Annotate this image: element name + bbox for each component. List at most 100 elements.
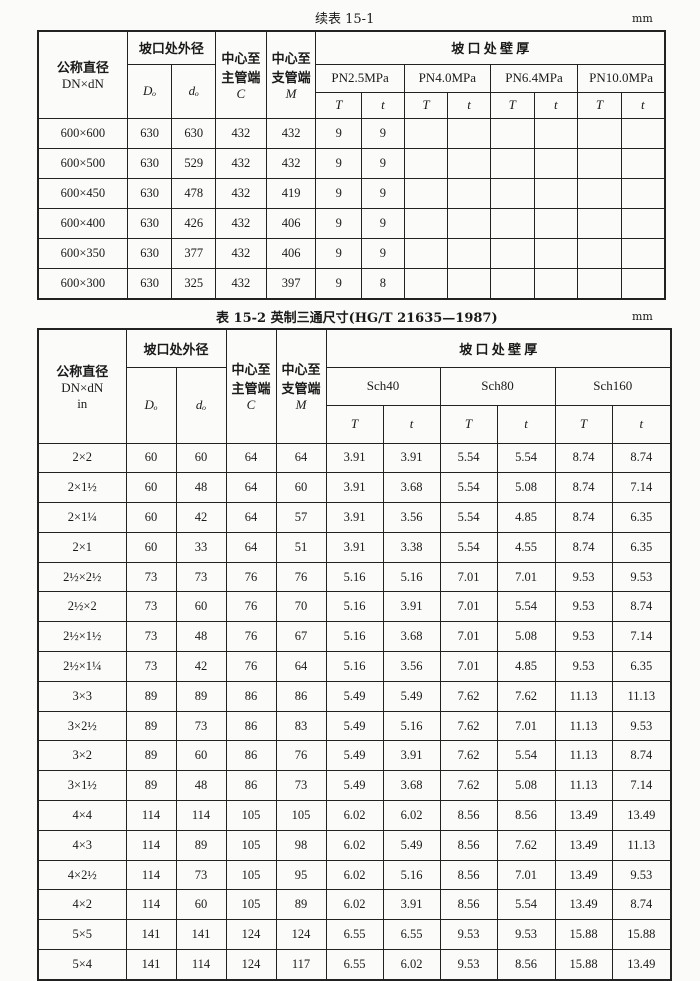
cell-value: 397 [265, 267, 317, 299]
cell-value: 13.49 [554, 800, 613, 831]
cell-value: 5.08 [496, 472, 556, 504]
table1-unit: mm [632, 12, 653, 25]
header-group: Sch80 [439, 366, 556, 406]
cell-value: 5.49 [325, 740, 384, 772]
cell-value: 13.49 [554, 889, 613, 921]
cell-value: 89 [125, 680, 177, 712]
table-15-1: 公称直径 DN×dN 坡口处外径 中心至 主管端 C 中心至 支管端 M 坡 口 处 壁 … [37, 30, 666, 300]
header-c: 中心至 主管端 C [225, 328, 277, 444]
cell-value: 3.56 [382, 502, 441, 533]
cell-value: 4.55 [496, 531, 556, 563]
cell-value: 3.56 [382, 651, 441, 682]
cell-value: 8.74 [611, 889, 672, 921]
cell-value: 64 [225, 531, 277, 563]
cell-value: 13.49 [611, 800, 672, 831]
cell-value: 5.16 [325, 591, 384, 623]
cell-size: 2½×1¼ [37, 651, 127, 682]
cell-value: 42 [175, 502, 227, 533]
cell-value: 9 [315, 117, 363, 149]
cell-value: 11.13 [611, 829, 672, 861]
cell-value [447, 207, 491, 239]
table-row: 2×1½ 60 48 64 60 3.91 3.68 5.54 5.08 8.74 7.14 [37, 472, 672, 504]
cell-value: 3.68 [382, 621, 441, 653]
table-row: 2×2 60 60 64 64 3.91 3.91 5.54 5.54 8.74 8.74 [37, 442, 672, 474]
table-row: 5×4 141 114 124 117 6.55 6.02 9.53 8.56 15.88 13.4… [37, 949, 672, 981]
cell-value: 60 [125, 531, 177, 563]
cell-value: 7.14 [611, 770, 672, 802]
cell-value: 86 [225, 710, 277, 742]
cell-size: 5×4 [37, 949, 127, 981]
cell-value: 6.02 [325, 800, 384, 831]
cell-value: 105 [225, 859, 277, 891]
cell-value: 11.13 [554, 740, 613, 772]
cell-value: 9.53 [439, 949, 498, 981]
cell-value: 76 [225, 621, 277, 653]
header-wall: 坡 口 处 壁 厚 [325, 328, 672, 368]
cell-value: 3.91 [325, 531, 384, 563]
cell-value: 6.35 [611, 502, 672, 533]
cell-value: 9 [315, 267, 363, 299]
cell-value: 8.56 [496, 800, 556, 831]
cell-value: 432 [215, 147, 267, 179]
cell-value: 9 [361, 147, 405, 179]
cell-value: 5.16 [325, 621, 384, 653]
cell-value: 8.74 [554, 531, 613, 563]
cell-value: 8 [361, 267, 405, 299]
cell-value: 4.85 [496, 502, 556, 533]
cell-value: 630 [126, 117, 173, 149]
cell-value: 6.55 [325, 919, 384, 951]
cell-value: 60 [125, 442, 177, 474]
cell-size: 600×600 [37, 117, 128, 149]
cell-value: 64 [275, 442, 327, 474]
cell-size: 3×3 [37, 680, 127, 712]
cell-value [620, 117, 666, 149]
cell-size: 4×2½ [37, 859, 127, 891]
cell-value [489, 207, 535, 239]
cell-value: 89 [125, 770, 177, 802]
cell-value: 6.02 [325, 889, 384, 921]
cell-value: 9.53 [554, 621, 613, 653]
cell-value: 33 [175, 531, 227, 563]
header-group: PN10.0MPa [577, 63, 666, 93]
cell-value [533, 147, 579, 179]
cell-value: 86 [225, 680, 277, 712]
table-row: 4×4 114 114 105 105 6.02 6.02 8.56 8.56 13.49 13.4… [37, 800, 672, 831]
cell-value: 73 [125, 621, 177, 653]
cell-size: 2½×2½ [37, 561, 127, 593]
cell-value [577, 267, 622, 299]
table2-unit: mm [632, 310, 653, 323]
cell-value: 13.49 [611, 949, 672, 981]
cell-value: 5.08 [496, 621, 556, 653]
table-15-2: 公称直径 DN×dN in 坡口处外径 中心至 主管端 C 中心至 支管端 M 坡 口 处 … [37, 328, 673, 981]
cell-value [403, 267, 449, 299]
cell-value: 5.49 [325, 770, 384, 802]
cell-value: 141 [175, 919, 227, 951]
cell-value: 8.56 [439, 859, 498, 891]
header-T: T [489, 91, 535, 119]
cell-value [620, 237, 666, 269]
cell-value: 7.01 [439, 621, 498, 653]
header-t: t [382, 404, 441, 444]
header-nominal: 公称直径 DN×dN [37, 30, 128, 119]
cell-size: 4×2 [37, 889, 127, 921]
cell-value: 8.74 [611, 591, 672, 623]
cell-value: 105 [225, 889, 277, 921]
cell-size: 4×3 [37, 829, 127, 861]
header-do: Dₒ [126, 63, 173, 119]
cell-value: 3.91 [382, 442, 441, 474]
cell-value: 529 [171, 147, 217, 179]
table-row: 600×400 630 426 432 406 9 9 [37, 207, 666, 239]
cell-value: 432 [215, 117, 267, 149]
cell-value: 5.49 [325, 680, 384, 712]
cell-value: 5.54 [439, 472, 498, 504]
cell-value: 5.49 [382, 829, 441, 861]
cell-value: 114 [175, 949, 227, 981]
cell-value: 5.54 [496, 442, 556, 474]
cell-value: 89 [125, 740, 177, 772]
cell-value: 86 [275, 680, 327, 712]
cell-value [577, 177, 622, 209]
header-t: t [447, 91, 491, 119]
cell-value: 9.53 [439, 919, 498, 951]
cell-value: 124 [275, 919, 327, 951]
cell-value [533, 117, 579, 149]
